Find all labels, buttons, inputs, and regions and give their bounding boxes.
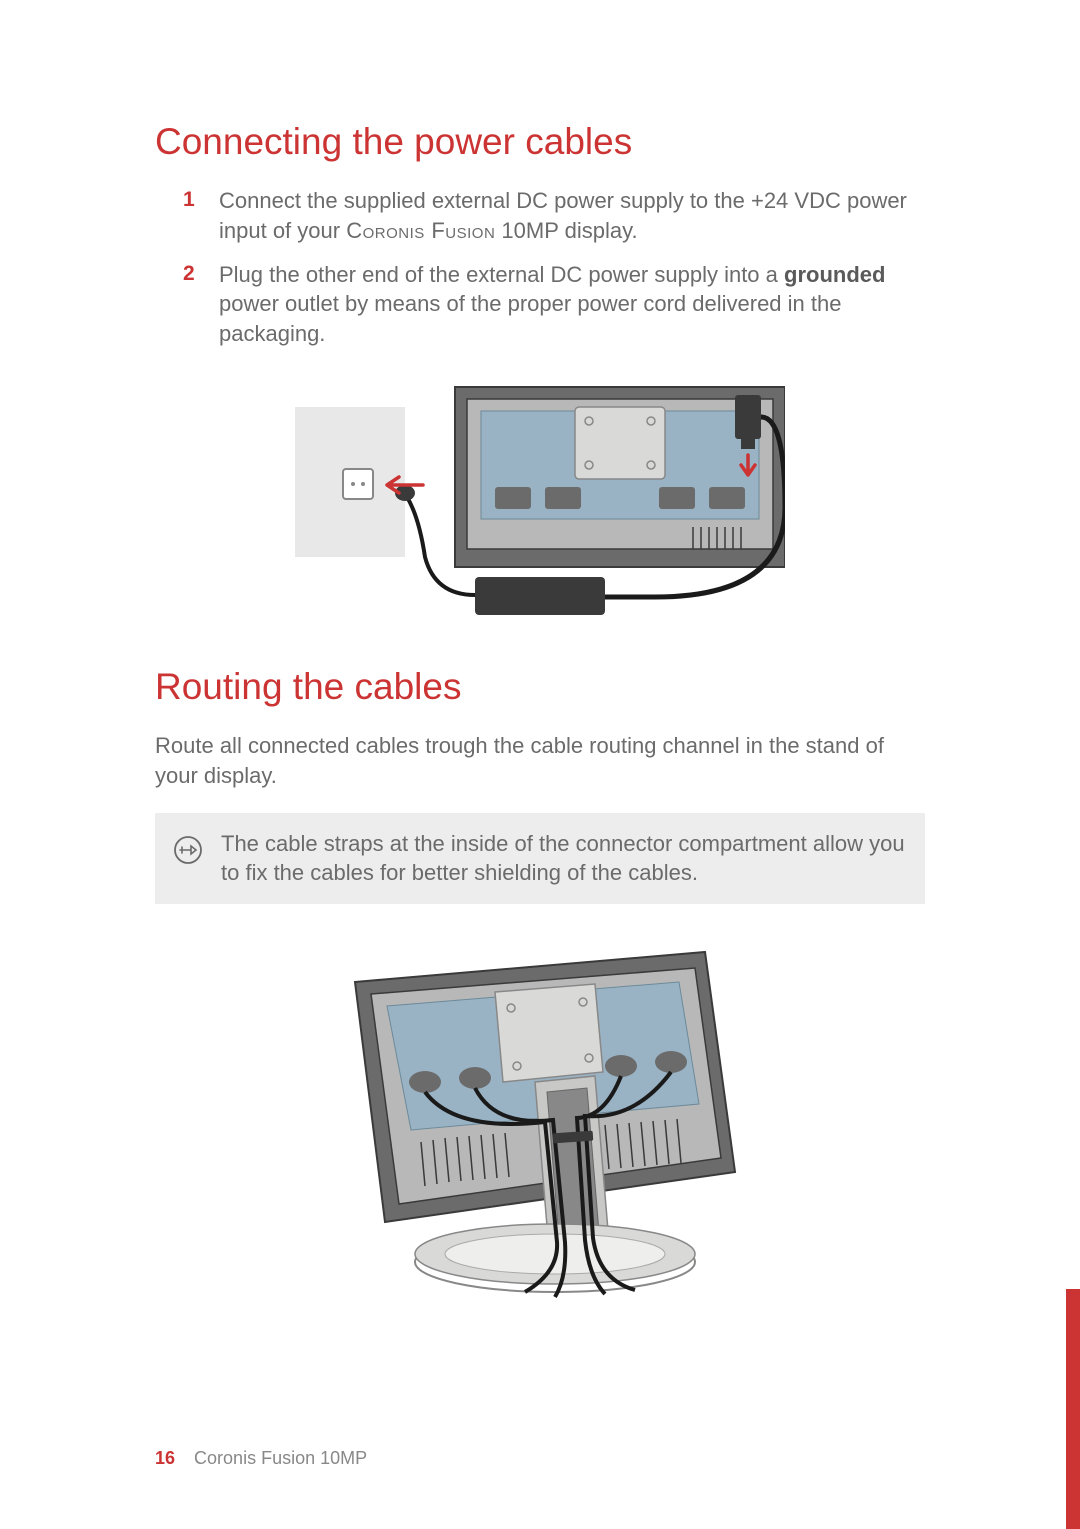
note-text: The cable straps at the inside of the co… bbox=[221, 829, 907, 888]
step-text: Connect the supplied external DC power s… bbox=[219, 186, 925, 245]
section1-title: Connecting the power cables bbox=[155, 120, 925, 164]
page-footer: 16 Coronis Fusion 10MP bbox=[155, 1448, 367, 1469]
footer-label: Coronis Fusion 10MP bbox=[194, 1448, 367, 1468]
page-number: 16 bbox=[155, 1448, 175, 1468]
step-1: 1 Connect the supplied external DC power… bbox=[183, 186, 925, 245]
step-2: 2 Plug the other end of the external DC … bbox=[183, 260, 925, 349]
steps-list: 1 Connect the supplied external DC power… bbox=[155, 186, 925, 348]
pointing-hand-icon bbox=[173, 835, 203, 865]
footer-accent-bar bbox=[1066, 1289, 1080, 1529]
figure-power-connection bbox=[155, 377, 925, 617]
note-box: The cable straps at the inside of the co… bbox=[155, 813, 925, 904]
section2-title: Routing the cables bbox=[155, 665, 925, 709]
step-num: 1 bbox=[183, 186, 211, 245]
step-num: 2 bbox=[183, 260, 211, 349]
figure-cable-routing bbox=[155, 932, 925, 1302]
step-text: Plug the other end of the external DC po… bbox=[219, 260, 925, 349]
section2-intro: Route all connected cables trough the ca… bbox=[155, 731, 925, 790]
